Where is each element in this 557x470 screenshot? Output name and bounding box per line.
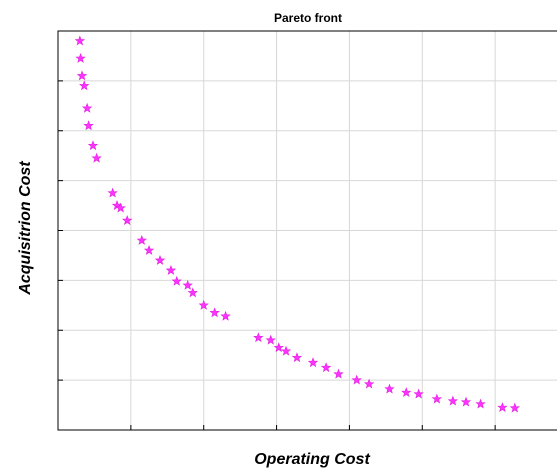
data-point bbox=[209, 307, 220, 318]
data-point bbox=[265, 334, 276, 345]
data-point bbox=[165, 264, 177, 275]
data-point bbox=[107, 187, 118, 198]
axis-ticks bbox=[58, 80, 496, 430]
data-point bbox=[384, 383, 395, 394]
data-point bbox=[363, 378, 375, 389]
plot-frame bbox=[57, 30, 557, 431]
data-point bbox=[509, 402, 521, 413]
data-point bbox=[497, 402, 508, 412]
data-point bbox=[401, 387, 412, 398]
data-point bbox=[87, 140, 99, 151]
data-point bbox=[413, 388, 424, 399]
data-point bbox=[447, 395, 459, 406]
data-point bbox=[143, 244, 155, 255]
data-point bbox=[431, 393, 443, 404]
grid-lines bbox=[58, 31, 557, 430]
data-point bbox=[253, 332, 264, 343]
data-point bbox=[333, 368, 344, 379]
data-point bbox=[76, 70, 88, 81]
data-point bbox=[91, 152, 102, 163]
data-point bbox=[198, 299, 209, 310]
x-axis-label: Operating Cost bbox=[254, 451, 370, 468]
data-point bbox=[74, 35, 86, 46]
data-point bbox=[220, 310, 231, 321]
data-point bbox=[351, 374, 362, 385]
data-point bbox=[83, 120, 94, 131]
data-point bbox=[320, 362, 332, 373]
data-point bbox=[182, 279, 193, 290]
data-point bbox=[291, 352, 303, 363]
data-point bbox=[460, 396, 472, 407]
data-point bbox=[136, 235, 147, 245]
y-axis-label: Acquisitrion Cost bbox=[17, 161, 34, 296]
data-point bbox=[280, 345, 292, 356]
data-point bbox=[81, 102, 93, 113]
data-point bbox=[115, 202, 126, 213]
data-point bbox=[154, 254, 166, 265]
data-point bbox=[307, 357, 319, 368]
data-point bbox=[75, 52, 86, 63]
data-point bbox=[475, 398, 486, 409]
data-point bbox=[187, 287, 198, 298]
data-point bbox=[122, 215, 133, 225]
data-point bbox=[171, 275, 182, 286]
data-point bbox=[273, 342, 284, 353]
data-points bbox=[74, 35, 521, 413]
chart-title: Pareto front bbox=[274, 11, 342, 25]
data-point bbox=[79, 80, 90, 91]
